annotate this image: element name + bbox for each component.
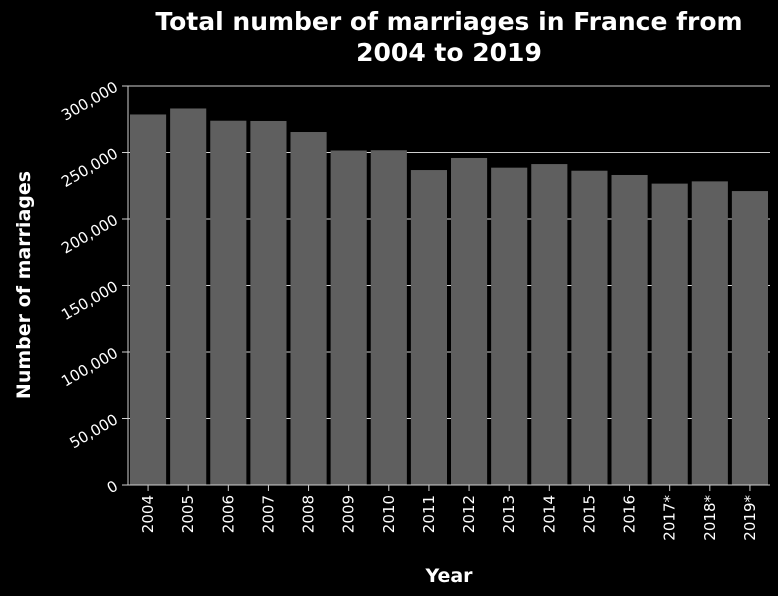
bar [531,164,568,486]
y-tick-label: 150,000 [58,277,121,324]
bar [691,181,728,485]
x-tick-label: 2017* [661,495,679,541]
x-tick-label: 2015 [580,495,598,533]
bar [611,174,648,486]
chart-title-line-2: 2004 to 2019 [356,38,542,67]
bars [130,108,768,486]
x-tick-label: 2013 [500,495,518,533]
bar [491,167,528,486]
bar [210,120,247,485]
x-tick-label: 2004 [139,495,157,533]
y-ticks: 0 50,000 100,000 150,000 200,000 250,000 300,0… [58,78,128,497]
y-tick-label: 100,000 [58,344,121,391]
y-tick-label: 0 [104,477,121,497]
x-tick-label: 2011 [420,495,438,533]
bar [130,114,167,485]
x-ticks: 2004 2005 2006 2007 2008 2009 2010 2011 2012 2013… [139,485,759,541]
chart-title-line-1: Total number of marriages in France from [155,7,742,36]
y-tick-label: 250,000 [58,144,121,191]
x-tick-label: 2009 [340,495,358,533]
y-axis-title: Number of marriages [13,171,35,399]
bar [250,120,287,485]
bar [370,150,407,485]
x-axis-title: Year [424,565,473,587]
x-tick-label: 2006 [219,495,237,533]
bar [451,157,488,485]
bar [571,170,608,485]
x-tick-label: 2019* [741,495,759,541]
bar [731,191,768,485]
y-tick-label: 50,000 [67,410,121,452]
y-tick-label: 200,000 [58,211,121,258]
bar [170,108,207,486]
bar [651,183,688,485]
x-tick-label: 2010 [380,495,398,533]
y-tick-label: 300,000 [58,78,121,125]
x-tick-label: 2016 [621,495,639,533]
x-tick-label: 2008 [300,495,318,533]
x-tick-label: 2005 [179,495,197,533]
x-tick-label: 2012 [460,495,478,533]
bar [410,170,447,485]
x-tick-label: 2018* [701,495,719,541]
bar [330,150,367,485]
bar [290,132,327,485]
x-tick-label: 2014 [540,495,558,533]
x-tick-label: 2007 [259,495,277,533]
